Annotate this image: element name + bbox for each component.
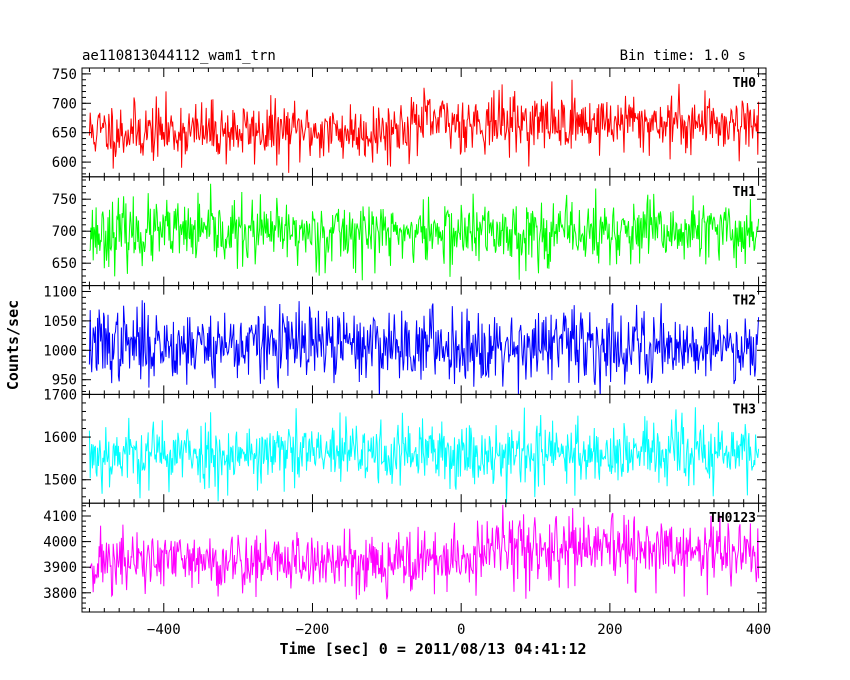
x-tick-label: 0 <box>457 622 465 638</box>
y-tick-label: 750 <box>52 192 77 208</box>
y-tick-label: 4100 <box>43 509 77 525</box>
y-tick-label: 700 <box>52 224 77 240</box>
x-axis: −400 −200 0 200 400 <box>147 622 771 638</box>
y-tick-label: 4000 <box>43 535 77 551</box>
y-tick-label: 650 <box>52 126 77 142</box>
panel-name-label: TH3 <box>733 402 756 417</box>
panel-frame <box>81 393 767 504</box>
panel-th1: 650 700 750 TH1 <box>52 176 767 287</box>
panel-name-label: TH0123 <box>709 511 756 526</box>
x-tick-label: 400 <box>746 622 771 638</box>
panel-th0123: 3800 3900 4000 4100 TH0123 <box>43 502 767 613</box>
panel-th2: 950 1000 1050 1100 TH2 <box>43 284 767 395</box>
x-axis-title: Time [sec] 0 = 2011/08/13 04:41:12 <box>279 640 586 658</box>
y-tick-label: 1600 <box>43 430 77 446</box>
x-tick-label: −200 <box>296 622 330 638</box>
y-tick-label: 700 <box>52 96 77 112</box>
y-tick-label: 1000 <box>43 343 77 359</box>
panel-frame <box>81 502 767 613</box>
series-line-th0123 <box>89 504 760 600</box>
series-line-th3 <box>88 407 760 504</box>
y-tick-label: 1500 <box>43 473 77 489</box>
panel-name-label: TH2 <box>733 294 756 309</box>
panels-layer: 600 650 700 750 TH0 650 700 750 TH1 950 1000 1050 11… <box>43 67 767 613</box>
series-line-th1 <box>89 183 760 281</box>
y-tick-label: 3900 <box>43 560 77 576</box>
series-line-th0 <box>88 79 760 173</box>
figure-title: ae110813044112_wam1_trn <box>82 48 276 64</box>
y-tick-label: 3800 <box>43 586 77 602</box>
series-line-th2 <box>88 300 760 395</box>
panel-name-label: TH0 <box>733 76 757 91</box>
x-tick-label: 200 <box>597 622 622 638</box>
y-tick-label: 1050 <box>43 314 77 330</box>
y-tick-label: 1100 <box>43 284 77 300</box>
y-tick-label: 1700 <box>43 387 77 403</box>
y-tick-label: 600 <box>52 155 77 171</box>
panel-name-label: TH1 <box>733 185 757 200</box>
y-tick-label: 650 <box>52 256 77 272</box>
x-tick-label: −400 <box>147 622 181 638</box>
y-tick-label: 950 <box>52 373 77 389</box>
panel-th3: 1500 1600 1700 TH3 <box>43 387 767 504</box>
panel-th0: 600 650 700 750 TH0 <box>52 67 767 178</box>
y-tick-label: 750 <box>52 67 77 83</box>
bin-time-label: Bin time: 1.0 s <box>620 48 746 64</box>
y-axis-title: Counts/sec <box>4 300 22 390</box>
